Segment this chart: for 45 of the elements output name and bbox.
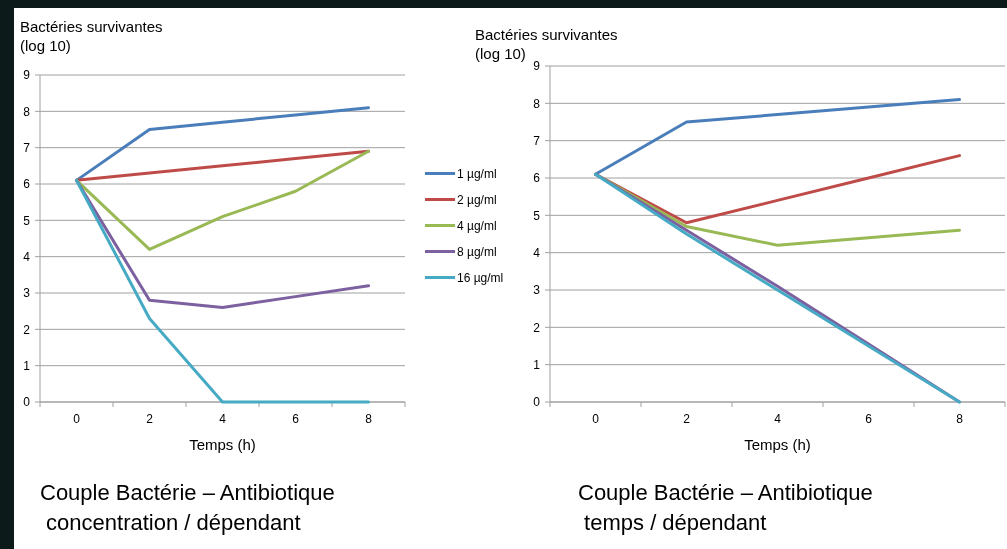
line-series [75,149,370,251]
y-axis-title: Bactéries survivantes (log 10) [475,26,618,62]
y-tick-label: 7 [23,140,31,155]
line-series [75,106,370,182]
text: Couple Bactérie – Antibiotique temps / dépendant [578,480,873,535]
x-tick-label: 2 [683,412,691,426]
legend-label: 4 µg/ml [457,218,497,233]
y-tick-label: 4 [533,245,541,260]
y-tick-label: 5 [533,208,541,223]
x-axis-title: Temps (h) [744,436,811,453]
y-axis-title: Bactéries survivantes (log 10) [20,18,163,54]
y-tick-label: 1 [23,358,31,373]
y-tick-label: 2 [23,322,31,337]
y-tick-label: 5 [23,213,31,228]
x-tick-label: 2 [146,412,154,426]
x-tick-label: 4 [219,412,227,426]
line-series [594,98,961,176]
legend-label: 8 µg/ml [457,244,497,259]
x-tick-label: 8 [956,412,964,426]
x-tick-label: 6 [865,412,873,426]
y-tick-label: 0 [533,395,541,410]
legend-label: 1 µg/ml [457,166,497,181]
y-tick-label: 7 [533,133,541,148]
x-tick-label: 6 [292,412,300,426]
y-tick-label: 2 [533,320,541,335]
legend-label: 16 µg/ml [457,270,504,285]
y-tick-label: 9 [533,59,541,74]
legend-label: 2 µg/ml [457,192,497,207]
y-tick-label: 8 [23,104,31,119]
text: Couple Bactérie – Antibiotique concentration / dépendant [40,480,335,535]
y-tick-label: 9 [23,68,31,83]
y-tick-label: 6 [533,171,541,186]
x-tick-label: 0 [592,412,600,426]
y-tick-label: 3 [533,283,541,298]
y-tick-label: 8 [533,96,541,111]
x-axis-title: Temps (h) [189,436,256,453]
line-series [75,149,370,182]
x-tick-label: 8 [365,412,373,426]
y-tick-label: 6 [23,177,31,192]
y-tick-label: 4 [23,249,31,264]
x-tick-label: 4 [774,412,782,426]
x-tick-label: 0 [73,412,81,426]
y-tick-label: 1 [533,357,541,372]
y-tick-label: 3 [23,286,31,301]
y-tick-label: 0 [23,395,31,410]
